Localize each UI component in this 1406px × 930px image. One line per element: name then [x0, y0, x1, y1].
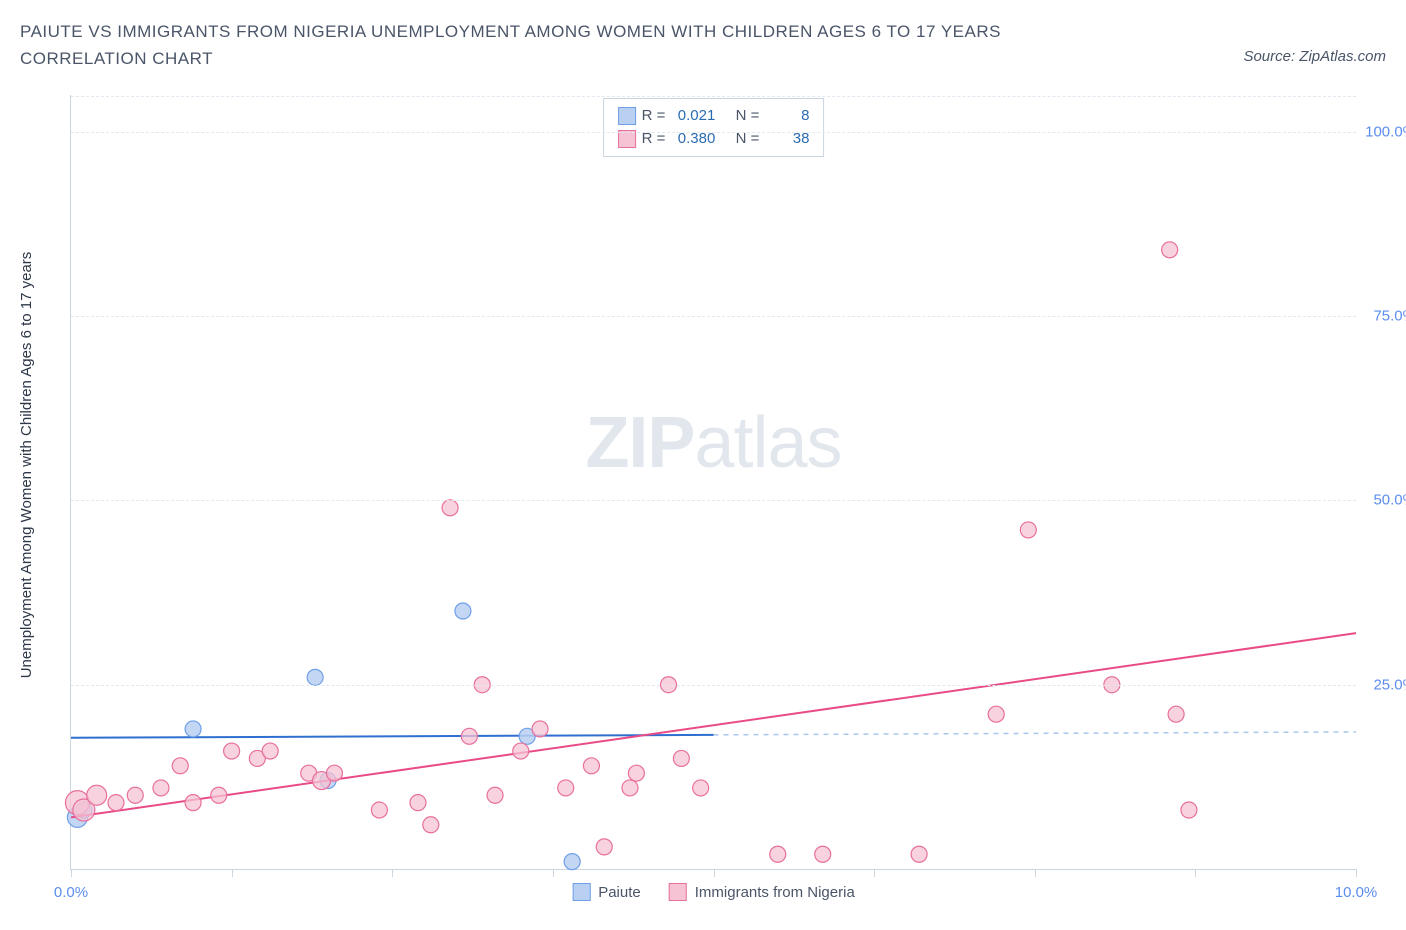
y-tick-label: 25.0%: [1373, 676, 1406, 693]
y-tick-label: 100.0%: [1365, 123, 1406, 140]
legend-swatch-paiute: [618, 107, 636, 125]
x-tick-label: 0.0%: [54, 884, 88, 901]
correlation-legend: R = 0.021 N = 8 R = 0.380 N = 38: [603, 98, 825, 157]
legend-label-nigeria: Immigrants from Nigeria: [695, 884, 855, 901]
series-legend: Paiute Immigrants from Nigeria: [572, 883, 855, 901]
y-axis-label: Unemployment Among Women with Children A…: [18, 252, 35, 679]
legend-swatch-nigeria-bottom: [669, 883, 687, 901]
y-tick-label: 75.0%: [1373, 308, 1406, 325]
chart-title: PAIUTE VS IMMIGRANTS FROM NIGERIA UNEMPL…: [20, 18, 1120, 72]
legend-item-nigeria: Immigrants from Nigeria: [669, 883, 855, 901]
legend-item-paiute: Paiute: [572, 883, 641, 901]
plot-svg: [71, 95, 1356, 869]
scatter-chart: ZIPatlas R = 0.021 N = 8 R = 0.380 N = 3…: [70, 95, 1356, 870]
legend-swatch-paiute-bottom: [572, 883, 590, 901]
y-tick-label: 50.0%: [1373, 492, 1406, 509]
x-tick-label: 10.0%: [1335, 884, 1378, 901]
r-value-paiute: 0.021: [671, 105, 715, 128]
legend-label-paiute: Paiute: [598, 884, 641, 901]
n-value-paiute: 8: [765, 105, 809, 128]
chart-header: PAIUTE VS IMMIGRANTS FROM NIGERIA UNEMPL…: [20, 18, 1386, 72]
source-attribution: Source: ZipAtlas.com: [1243, 48, 1386, 65]
legend-row-paiute: R = 0.021 N = 8: [618, 105, 810, 128]
